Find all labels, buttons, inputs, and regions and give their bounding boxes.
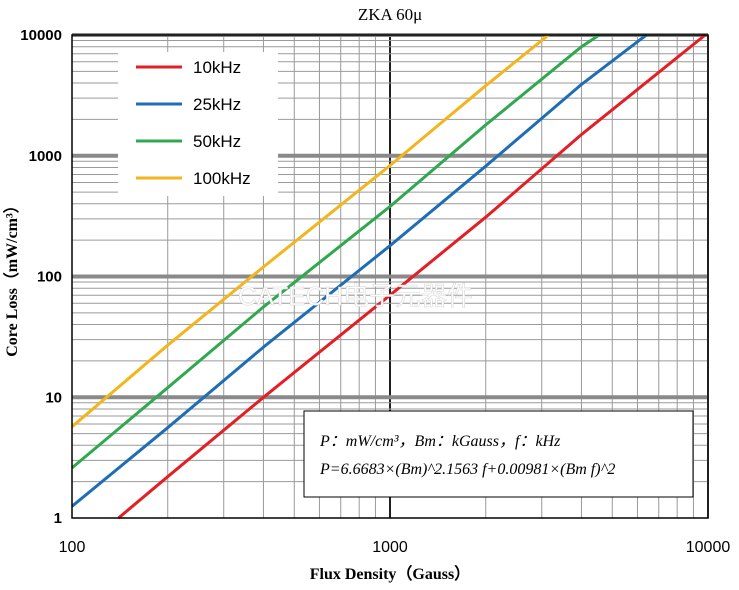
formula-units-line: P：mW/cm³，Bm：kGauss，f：kHz — [319, 433, 561, 450]
legend: 10kHz 25kHz 50kHz 100kHz — [118, 52, 278, 196]
y-tick-label: 10000 — [20, 27, 62, 44]
series-line-10khz — [117, 33, 707, 520]
legend-background — [118, 52, 278, 196]
formula-box: P：mW/cm³，Bm：kGauss，f：kHz P=6.6683×(Bm)^2… — [303, 410, 694, 498]
y-tick-label: 100 — [37, 269, 62, 286]
series-line-50khz — [71, 33, 601, 470]
x-tick-labels: 100 1000 10000 — [59, 539, 731, 556]
x-axis-label: Flux Density（Gauss） — [310, 565, 470, 583]
y-tick-label: 1 — [54, 510, 62, 527]
y-tick-label: 10 — [45, 389, 62, 406]
formula-box-frame — [303, 410, 694, 498]
series-line-100khz — [71, 33, 550, 428]
y-tick-label: 1000 — [29, 148, 62, 165]
x-tick-label: 100 — [59, 539, 86, 556]
y-tick-labels: 1 10 100 1000 10000 — [20, 27, 62, 527]
y-axis-label: Core Loss（mW/cm³） — [3, 197, 21, 357]
x-tick-label: 1000 — [372, 539, 408, 556]
formula-equation-line: P=6.6683×(Bm)^2.1563 f+0.00981×(Bm f)^2 — [319, 461, 615, 478]
plot-frame — [71, 34, 709, 519]
chart-title: ZKA 60μ — [358, 5, 422, 24]
series-line-25khz — [71, 33, 648, 508]
series-group — [71, 33, 707, 520]
legend-label-10khz: 10kHz — [193, 58, 241, 77]
legend-label-100khz: 100kHz — [193, 169, 251, 188]
legend-label-50khz: 50kHz — [193, 132, 241, 151]
x-tick-label: 10000 — [686, 539, 731, 556]
legend-label-25khz: 25kHz — [193, 95, 241, 114]
watermark: CATECH电子元器件 — [238, 281, 473, 311]
